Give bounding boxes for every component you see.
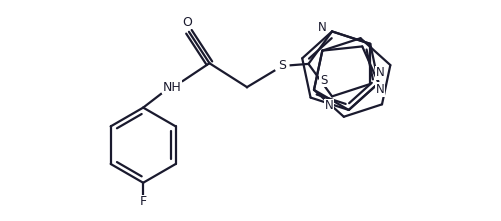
Text: N: N — [318, 21, 327, 34]
Text: F: F — [140, 195, 147, 208]
Text: N: N — [376, 66, 384, 79]
Text: N: N — [375, 83, 384, 96]
Text: O: O — [183, 16, 192, 29]
Text: S: S — [279, 59, 287, 72]
Text: NH: NH — [162, 81, 181, 94]
Text: N: N — [325, 99, 334, 112]
Text: S: S — [320, 74, 327, 87]
